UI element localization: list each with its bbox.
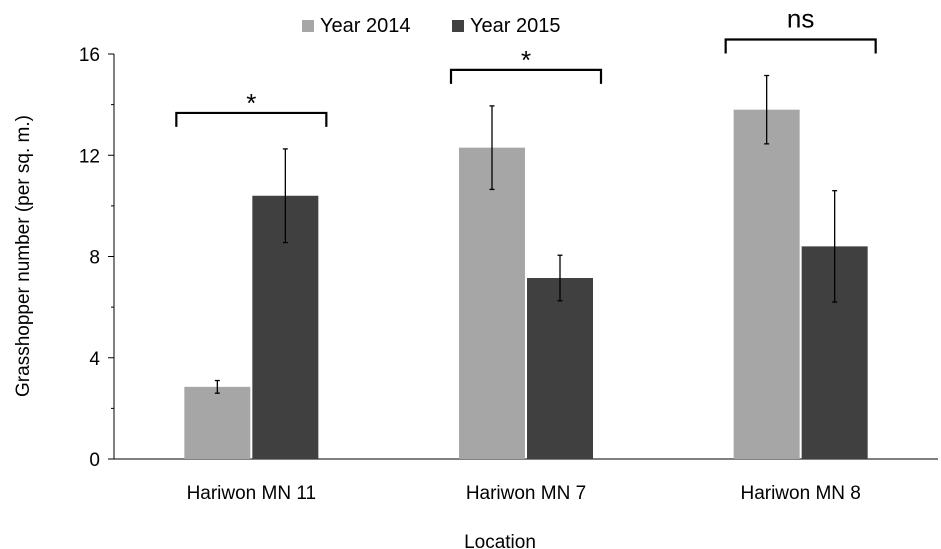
significance-label: * [521,45,531,75]
legend-swatch [302,20,314,32]
x-tick-label: Hariwon MN 7 [466,483,586,504]
legend: Year 2014 Year 2015 [302,15,560,37]
y-tick-label: 4 [89,349,100,370]
y-tick-label: 12 [79,146,100,167]
bar [459,147,525,459]
y-tick-label: 8 [89,248,100,269]
significance-label: ns [787,4,814,34]
x-axis: Hariwon MN 11 Hariwon MN 7 Hariwon MN 8 [114,458,938,504]
legend-label: Year 2015 [470,15,560,37]
x-tick-label: Hariwon MN 8 [740,483,860,504]
bar [733,109,800,459]
y-axis-title: Grasshopper number (per sq. m.) [13,115,34,397]
significance-label: * [246,88,256,118]
bar [184,386,251,459]
y-tick-label: 16 [79,45,100,66]
bars [184,109,868,459]
legend-swatch [452,20,464,32]
legend-label: Year 2014 [320,15,410,37]
y-tick-label: 0 [89,450,100,471]
significance-bracket [724,38,877,54]
significance-annotations: * * ns [175,4,877,127]
y-axis: 0 4 8 12 16 [79,45,115,471]
x-axis-title: Location [464,532,536,549]
bar [527,278,593,459]
significance-bracket [175,111,328,127]
x-tick-label: Hariwon MN 11 [187,483,317,504]
error-bars [214,74,838,394]
significance-bracket [449,68,603,84]
